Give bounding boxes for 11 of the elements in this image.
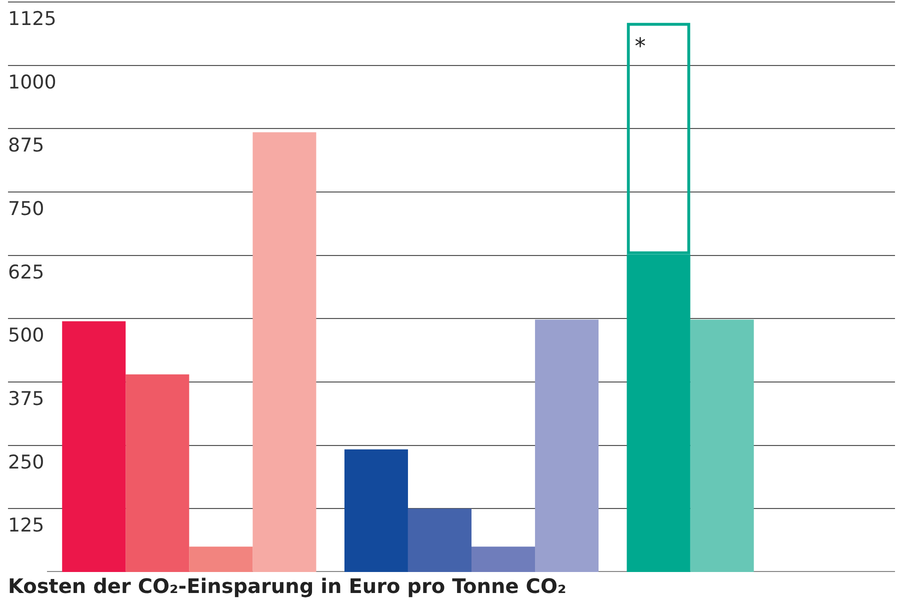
annotation: * — [634, 34, 646, 60]
y-tick-label: 625 — [8, 261, 44, 284]
y-tick-label: 875 — [8, 134, 44, 157]
y-tick-label: 375 — [8, 388, 44, 410]
y-tick-label: 500 — [8, 324, 44, 347]
y-tick-label: 750 — [8, 198, 44, 220]
y-tick-label: 1000 — [8, 71, 56, 94]
y-tick-label: 1125 — [8, 8, 56, 30]
text: Kosten der CO₂-Einsparung in Euro pro Tonne CO₂ — [8, 574, 568, 598]
y-tick-label: 250 — [8, 451, 44, 474]
y-tick-label: 125 — [8, 514, 44, 537]
